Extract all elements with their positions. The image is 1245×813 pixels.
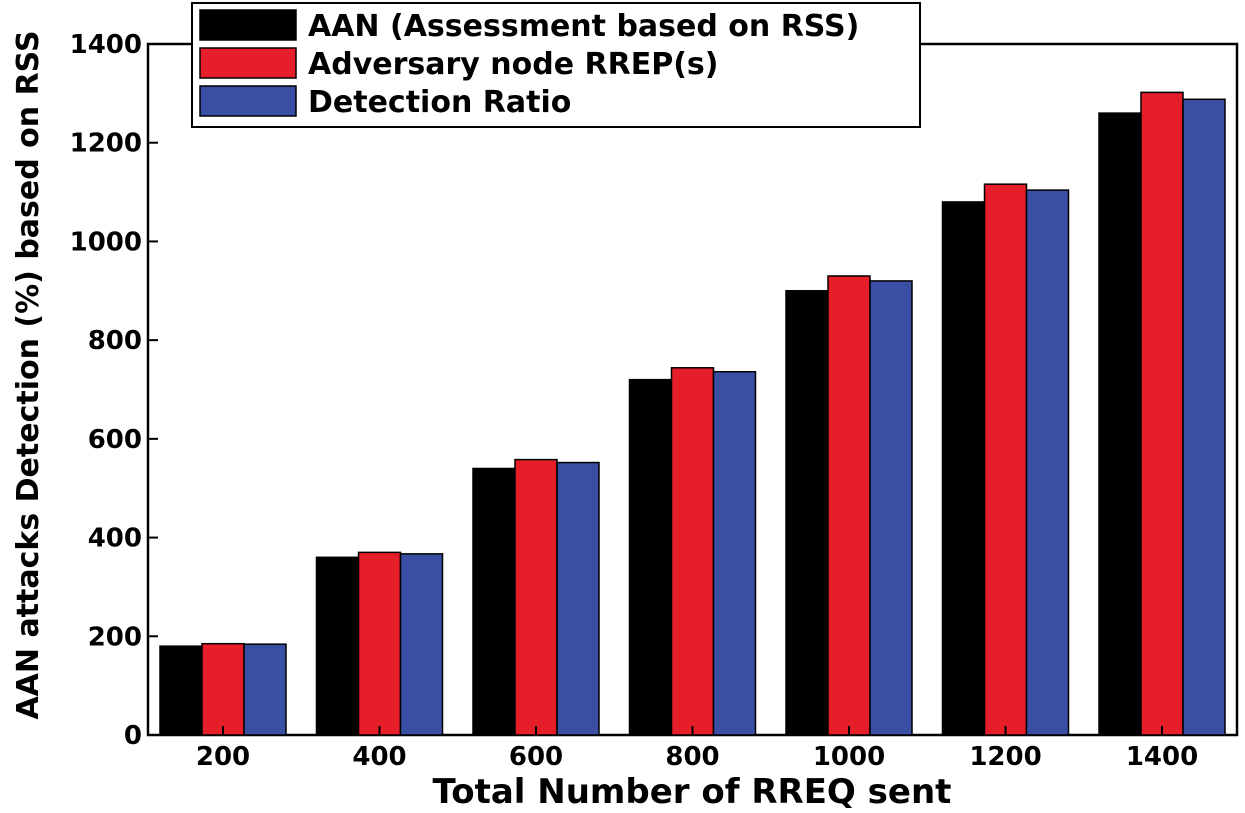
x-tick-label: 200	[196, 742, 250, 772]
bar-3-200	[243, 643, 287, 736]
x-tick-label: 600	[509, 742, 563, 772]
x-tick-label: 1000	[813, 742, 885, 772]
bar-2-1400	[1140, 91, 1184, 736]
bar-3-1400	[1182, 98, 1226, 736]
x-axis: 200 400 600 800 1000 1200 1400	[196, 726, 1198, 772]
legend-box	[191, 2, 921, 128]
y-tick-label: 800	[88, 326, 142, 356]
y-axis-title: AAN attacks Detection (%) based on RSS	[11, 30, 46, 719]
bar-3-600	[556, 461, 600, 736]
y-tick-label: 200	[88, 622, 142, 652]
bar-3-1200	[1025, 189, 1070, 736]
bar-2-1000	[827, 275, 871, 736]
y-tick-label: 0	[124, 721, 142, 751]
x-tick-label: 800	[665, 742, 719, 772]
legend-swatch-1	[199, 9, 297, 41]
y-tick-label: 1400	[70, 30, 142, 60]
y-tick-label: 600	[88, 425, 142, 455]
y-tick-label: 1000	[70, 227, 142, 257]
plot-area: 0 200 400 600 800 1000 1200 1400 200 400 600 800 10…	[70, 30, 1239, 772]
x-tick-label: 400	[352, 742, 406, 772]
legend-label-2: Adversary node RREP(s)	[308, 47, 718, 82]
bar-1-1400	[1098, 112, 1142, 736]
bar-2-400	[357, 551, 402, 736]
x-axis-title: Total Number of RREQ sent	[433, 772, 952, 812]
bar-1-1200	[941, 201, 986, 736]
y-axis: 0 200 400 600 800 1000 1200 1400	[70, 30, 158, 751]
x-tick-label: 1200	[969, 742, 1041, 772]
bar-1-600	[472, 467, 516, 736]
bar-2-1200	[983, 183, 1028, 736]
legend-swatch-2	[199, 47, 297, 79]
bars-group	[159, 91, 1226, 736]
legend-swatch-3	[199, 85, 297, 117]
y-tick-label: 1200	[70, 129, 142, 159]
bar-1-400	[315, 556, 360, 736]
bar-2-800	[670, 367, 715, 736]
bar-1-800	[628, 378, 673, 736]
legend: AAN (Assessment based on RSS)Adversary n…	[191, 2, 921, 128]
x-tick-label: 1400	[1126, 742, 1198, 772]
bar-2-600	[514, 458, 558, 736]
legend-label-3: Detection Ratio	[308, 85, 571, 120]
bar-2-200	[201, 642, 245, 736]
bar-1-1000	[785, 290, 829, 736]
bar-3-1000	[869, 280, 913, 736]
legend-label-1: AAN (Assessment based on RSS)	[308, 9, 859, 44]
bar-3-800	[712, 370, 757, 736]
bar-1-200	[159, 645, 203, 736]
bar-3-400	[399, 553, 444, 736]
y-tick-label: 400	[88, 524, 142, 554]
